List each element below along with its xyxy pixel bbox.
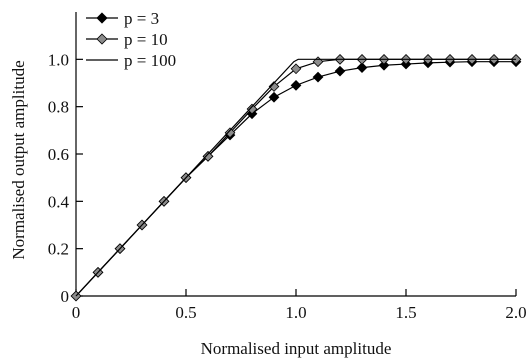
y-tick-label: 0.6 bbox=[48, 145, 69, 164]
x-tick-label: 1.0 bbox=[285, 303, 306, 322]
y-axis-label: Normalised output amplitude bbox=[9, 60, 28, 259]
y-tick-label: 0.4 bbox=[48, 192, 70, 211]
x-tick-label: 0.5 bbox=[175, 303, 196, 322]
data-point bbox=[202, 151, 214, 162]
data-point bbox=[246, 103, 258, 115]
x-tick-label: 2.0 bbox=[505, 303, 526, 322]
data-point bbox=[290, 80, 302, 91]
x-axis-label: Normalised input amplitude bbox=[201, 339, 392, 358]
legend: p = 3 p = 10 p = 100 bbox=[86, 9, 176, 70]
data-point bbox=[224, 127, 236, 139]
data-point bbox=[290, 63, 302, 75]
data-point bbox=[378, 59, 390, 71]
x-tick-label: 1.5 bbox=[395, 303, 416, 322]
data-point bbox=[312, 71, 324, 83]
legend-marker bbox=[96, 33, 108, 45]
y-tick-label: 0 bbox=[61, 287, 70, 306]
ticks: 0 0.5 1.0 1.5 2.0 0 0.2 0.4 0.6 0.8 1.0 bbox=[48, 50, 527, 322]
legend-marker bbox=[96, 12, 108, 24]
series-1 bbox=[70, 53, 522, 302]
data-point bbox=[268, 91, 280, 103]
data-point bbox=[312, 56, 324, 68]
series-layer bbox=[70, 53, 522, 302]
y-tick-label: 0.8 bbox=[48, 98, 69, 117]
x-tick-label: 0 bbox=[72, 303, 81, 322]
series-0 bbox=[70, 56, 522, 302]
legend-label: p = 10 bbox=[124, 30, 168, 49]
data-point bbox=[334, 65, 346, 77]
legend-label: p = 3 bbox=[124, 9, 159, 28]
data-point bbox=[268, 81, 280, 92]
series-line bbox=[75, 61, 516, 297]
y-tick-label: 0.2 bbox=[48, 240, 69, 259]
series-2 bbox=[75, 58, 516, 297]
series-line bbox=[75, 58, 516, 297]
series-line bbox=[75, 58, 516, 297]
legend-label: p = 100 bbox=[124, 51, 176, 70]
data-point bbox=[356, 62, 368, 73]
y-tick-label: 1.0 bbox=[48, 50, 69, 69]
